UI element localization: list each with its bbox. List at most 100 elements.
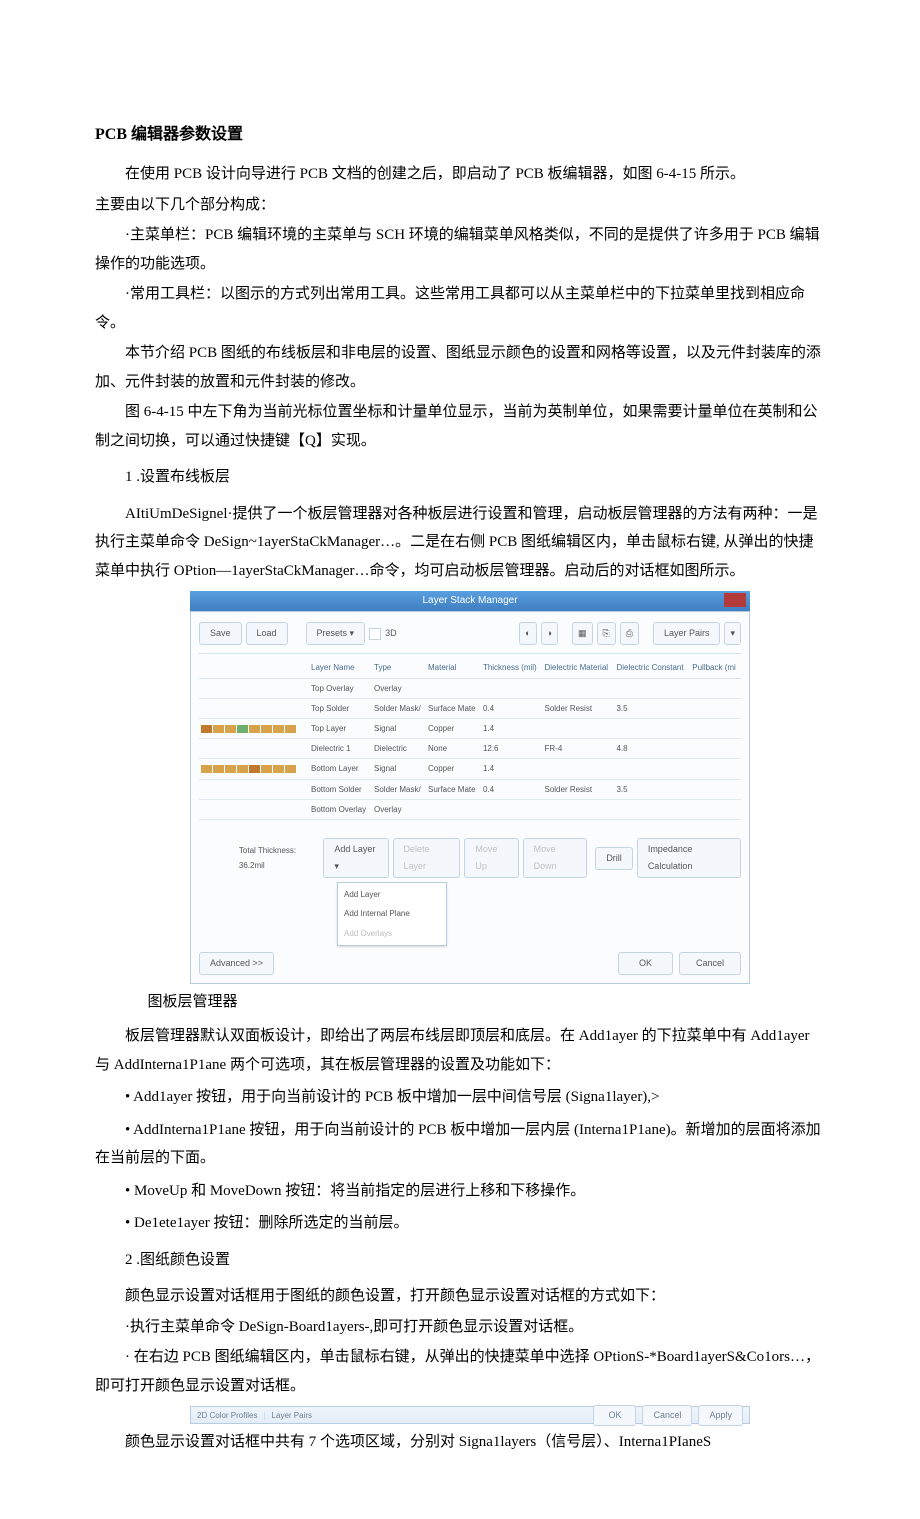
layer-swatch <box>225 725 236 733</box>
three-d-checkbox[interactable] <box>369 628 381 640</box>
table-cell: Copper <box>426 719 481 739</box>
table-cell: Solder Resist <box>542 698 614 718</box>
figure-caption: 图板层管理器 <box>95 988 825 1017</box>
layer-swatch <box>285 765 296 773</box>
color-apply-button[interactable]: Apply <box>698 1405 743 1426</box>
section-1-title: 1 .设置布线板层 <box>95 463 825 492</box>
table-cell <box>690 759 741 779</box>
layer-swatch <box>273 725 284 733</box>
table-cell: 1.4 <box>481 759 543 779</box>
row-swatch-cell <box>199 678 309 698</box>
table-row[interactable]: Top SolderSolder Mask/Surface Mate0.4Sol… <box>199 698 741 718</box>
tool-icon-1[interactable]: ◐ <box>519 622 536 645</box>
delete-layer-button[interactable]: Delete Layer <box>393 838 461 878</box>
impedance-button[interactable]: Impedance Calculation <box>637 838 741 878</box>
table-cell <box>542 799 614 819</box>
add-layer-button[interactable]: Add Layer ▾ <box>323 838 388 878</box>
layer-pairs-dropdown[interactable]: Layer Pairs <box>653 622 721 645</box>
table-cell <box>690 678 741 698</box>
paste-icon[interactable]: ⎙ <box>620 622 639 645</box>
layer-swatch <box>213 765 224 773</box>
para-10: · 在右边 PCB 图纸编辑区内，单击鼠标右键，从弹出的快捷菜单中选择 OPti… <box>95 1343 825 1400</box>
drill-button[interactable]: Drill <box>595 847 633 870</box>
table-cell: Solder Mask/ <box>372 698 426 718</box>
table-row[interactable]: Bottom OverlayOverlay <box>199 799 741 819</box>
table-cell <box>426 678 481 698</box>
layer-pairs-arrow[interactable]: ▾ <box>724 622 741 645</box>
table-cell <box>690 719 741 739</box>
move-down-button[interactable]: Move Down <box>523 838 588 878</box>
advanced-button[interactable]: Advanced >> <box>199 952 274 975</box>
close-icon[interactable] <box>724 593 746 607</box>
table-cell <box>690 799 741 819</box>
para-8: 颜色显示设置对话框用于图纸的颜色设置，打开颜色显示设置对话框的方式如下： <box>95 1282 825 1311</box>
total-thickness: Total Thickness: 36.2mil <box>239 843 316 873</box>
row-swatch-cell <box>199 759 309 779</box>
cancel-button[interactable]: Cancel <box>679 952 741 975</box>
table-row[interactable]: Dielectric 1DielectricNone12.6FR-44.8 <box>199 739 741 759</box>
table-cell <box>690 698 741 718</box>
table-cell: 4.8 <box>614 739 690 759</box>
table-cell: Bottom Overlay <box>309 799 372 819</box>
layer-stack-manager-figure: Layer Stack Manager Save Load Presets ▾ … <box>190 591 750 983</box>
table-cell: Top Overlay <box>309 678 372 698</box>
bullet-4: • De1ete1ayer 按钮：删除所选定的当前层。 <box>95 1209 825 1238</box>
para-2: ·主菜单栏：PCB 编辑环境的主菜单与 SCH 环境的编辑菜单风格类似，不同的是… <box>95 221 825 278</box>
bullet-2: • AddInterna1P1ane 按钮，用于向当前设计的 PCB 板中增加一… <box>95 1116 825 1173</box>
table-row[interactable]: Top LayerSignalCopper1.4 <box>199 719 741 739</box>
layer-swatch <box>237 725 248 733</box>
three-d-label: 3D <box>385 625 397 642</box>
move-up-button[interactable]: Move Up <box>464 838 518 878</box>
color-dialog-figure: 2D Color Profiles | Layer Pairs OK Cance… <box>190 1406 750 1424</box>
table-cell <box>690 779 741 799</box>
tab-layer-pairs[interactable]: Layer Pairs <box>272 1408 312 1423</box>
add-layer-menu: Add Layer Add Internal Plane Add Overlay… <box>337 882 447 946</box>
table-cell: 1.4 <box>481 719 543 739</box>
para-4: 本节介绍 PCB 图纸的布线板层和非电层的设置、图纸显示颜色的设置和网格等设置，… <box>95 339 825 396</box>
table-row[interactable]: Bottom SolderSolder Mask/Surface Mate0.4… <box>199 779 741 799</box>
color-cancel-button[interactable]: Cancel <box>642 1405 692 1426</box>
table-cell <box>481 678 543 698</box>
table-cell: 12.6 <box>481 739 543 759</box>
row-swatch-cell <box>199 698 309 718</box>
table-cell <box>690 739 741 759</box>
table-row[interactable]: Top OverlayOverlay <box>199 678 741 698</box>
para-1b: 主要由以下几个部分构成： <box>95 191 825 220</box>
table-cell: Copper <box>426 759 481 779</box>
table-cell: None <box>426 739 481 759</box>
save-button[interactable]: Save <box>199 622 242 645</box>
table-col-header: Dielectric Material <box>542 658 614 678</box>
presets-dropdown[interactable]: Presets ▾ <box>306 622 366 645</box>
table-cell: Signal <box>372 759 426 779</box>
table-cell: 0.4 <box>481 698 543 718</box>
dialog-titlebar: Layer Stack Manager <box>190 591 750 611</box>
tool-icon-2[interactable]: ◑ <box>541 622 558 645</box>
table-cell: Top Solder <box>309 698 372 718</box>
para-6: AItiUmDeSignel·提供了一个板层管理器对各种板层进行设置和管理，启动… <box>95 500 825 586</box>
table-cell: 3.5 <box>614 779 690 799</box>
load-button[interactable]: Load <box>246 622 288 645</box>
row-swatch-cell <box>199 799 309 819</box>
menu-add-layer[interactable]: Add Layer <box>338 885 446 904</box>
table-cell <box>542 719 614 739</box>
menu-add-internal-plane[interactable]: Add Internal Plane <box>338 904 446 923</box>
table-cell <box>481 799 543 819</box>
grid-icon[interactable]: ▦ <box>572 622 593 645</box>
table-cell <box>542 759 614 779</box>
dialog-title: Layer Stack Manager <box>422 595 517 606</box>
bullet-1: • Add1ayer 按钮，用于向当前设计的 PCB 板中增加一层中间信号层 (… <box>95 1083 825 1112</box>
tab-2d-profiles[interactable]: 2D Color Profiles <box>197 1408 257 1423</box>
menu-add-overlays: Add Overlays <box>338 924 446 943</box>
color-ok-button[interactable]: OK <box>593 1405 636 1426</box>
table-cell: FR-4 <box>542 739 614 759</box>
layer-swatch <box>213 725 224 733</box>
table-row[interactable]: Bottom LayerSignalCopper1.4 <box>199 759 741 779</box>
row-swatch-cell <box>199 719 309 739</box>
ok-button[interactable]: OK <box>618 952 673 975</box>
layer-swatch <box>237 765 248 773</box>
copy-icon[interactable]: ⎘ <box>597 622 616 645</box>
table-cell <box>614 678 690 698</box>
row-swatch-cell <box>199 779 309 799</box>
table-cell: Surface Mate <box>426 698 481 718</box>
section-2-title: 2 .图纸颜色设置 <box>95 1246 825 1275</box>
